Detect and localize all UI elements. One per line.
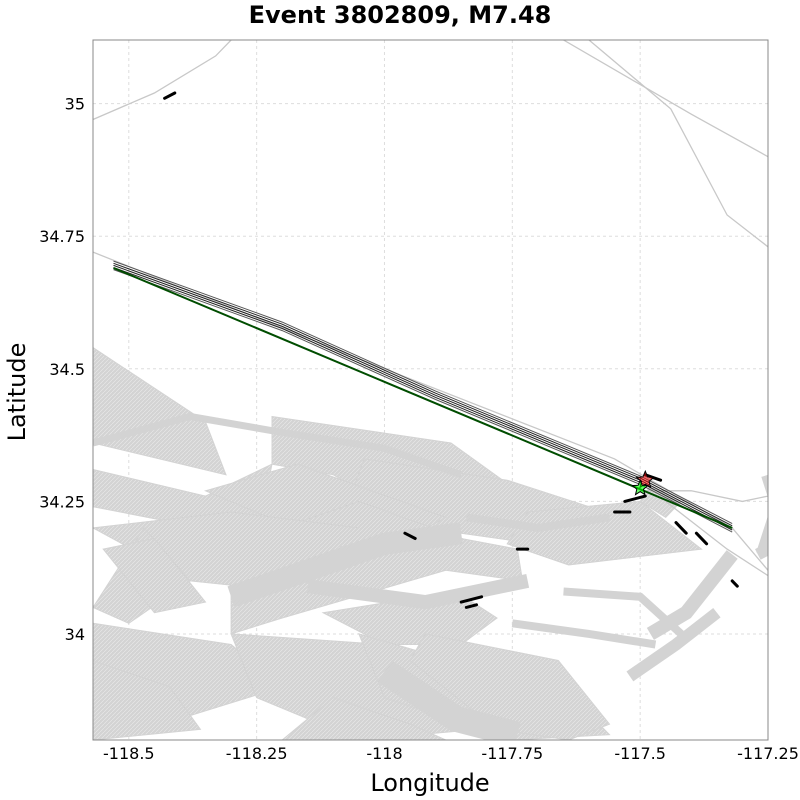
plot-frame: [92, 39, 769, 741]
event-markers: [631, 469, 656, 496]
fault-strip: [626, 607, 721, 682]
small-fault-segments: [163, 91, 739, 609]
fault-patch: [281, 697, 447, 740]
chart-title: Event 3802809, M7.48: [249, 1, 552, 29]
fault-strip: [511, 619, 657, 649]
road-line: [93, 40, 232, 121]
x-tick-label: -117.5: [614, 744, 666, 763]
fault-strip: [377, 660, 521, 740]
rupture-trace-line: [113, 269, 733, 533]
y-tick-label: 35: [65, 95, 85, 114]
x-tick-label: -118.5: [103, 744, 155, 763]
hypocenter-star-icon: [635, 469, 656, 489]
fault-segment: [694, 531, 709, 546]
fault-strip: [306, 574, 530, 610]
x-tick-labels: -118.5 -118.25 -118 -117.75 -117.5 -117.25: [103, 744, 799, 763]
y-tick-labels: 34 34.25 34.5 34.75 35: [39, 95, 85, 644]
fault-strip: [93, 412, 463, 479]
centroid-star-icon: [631, 478, 650, 496]
surface-trace-line: [113, 267, 733, 529]
y-tick-label: 34.5: [49, 360, 85, 379]
fault-strips: [93, 412, 768, 740]
fault-strip: [755, 543, 768, 560]
fault-segment: [623, 494, 647, 503]
fault-segment: [674, 521, 688, 535]
fault-patch: [409, 633, 611, 740]
fault-patch: [102, 537, 207, 614]
y-tick-label: 34.25: [39, 492, 85, 511]
road-line: [563, 40, 768, 158]
fault-segment: [163, 91, 177, 100]
rupture-trace-line: [113, 267, 733, 531]
fault-segment: [403, 531, 417, 540]
rupture-trace-line: [113, 260, 733, 525]
fault-strip: [227, 522, 463, 608]
y-tick-label: 34: [65, 625, 85, 644]
y-axis-label: Latitude: [3, 343, 31, 442]
road-line: [665, 500, 768, 577]
x-tick-label: -118: [366, 744, 402, 763]
fault-patch: [506, 500, 703, 566]
road-line: [93, 251, 768, 571]
x-axis-label: Longitude: [370, 769, 489, 797]
fault-patch: [93, 347, 227, 476]
fault-segment: [730, 579, 739, 588]
x-tick-label: -117.75: [481, 744, 543, 763]
rupture-trace-line: [113, 264, 733, 529]
roads: [93, 40, 768, 577]
fault-strip: [465, 513, 611, 532]
fault-strip: [646, 550, 738, 640]
fault-patch: [93, 659, 202, 740]
road-line: [588, 40, 768, 248]
fault-segment: [459, 595, 484, 604]
rupture-traces: [113, 260, 733, 533]
rupture-trace-line: [113, 262, 733, 527]
y-tick-label: 34.75: [39, 227, 85, 246]
fault-segment: [464, 603, 478, 609]
x-tick-label: -117.25: [737, 744, 799, 763]
x-tick-label: -118.25: [226, 744, 288, 763]
